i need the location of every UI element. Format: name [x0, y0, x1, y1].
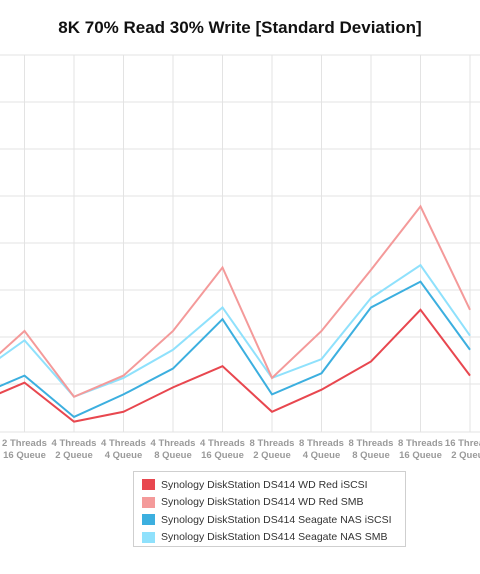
chart-title: 8K 70% Read 30% Write [Standard Deviatio… [58, 18, 422, 37]
legend-item: Synology DiskStation DS414 WD Red SMB [142, 494, 405, 512]
series-line-3 [0, 263, 471, 398]
x-tick-label: 4 Threads 16 Queue [200, 438, 245, 461]
x-tick-label: 2 Threads 16 Queue [2, 438, 47, 461]
x-tick-label: 8 Threads 2 Queue [250, 438, 295, 461]
x-tick-label: 4 Threads 8 Queue [151, 438, 196, 461]
legend-swatch [142, 496, 155, 508]
legend-swatch [142, 531, 155, 543]
series-line-2 [0, 280, 471, 419]
x-tick-label: 8 Threads 16 Queue [398, 438, 443, 461]
series-line-0 [0, 308, 471, 423]
x-tick-label: 4 Threads 4 Queue [101, 438, 146, 461]
series-lines [0, 204, 471, 423]
legend-swatch [142, 479, 155, 491]
legend-item: Synology DiskStation DS414 WD Red iSCSI [142, 476, 405, 494]
x-tick-label: 8 Threads 8 Queue [349, 438, 394, 461]
x-tick-label: 4 Threads 2 Queue [52, 438, 97, 461]
legend-label: Synology DiskStation DS414 Seagate NAS S… [161, 531, 388, 544]
series-line-1 [0, 204, 471, 398]
legend-label: Synology DiskStation DS414 Seagate NAS i… [161, 513, 392, 526]
legend-swatch [142, 514, 155, 526]
legend-item: Synology DiskStation DS414 Seagate NAS i… [142, 511, 405, 529]
grid [0, 54, 480, 433]
x-tick-label: 8 Threads 4 Queue [299, 438, 344, 461]
legend-item: Synology DiskStation DS414 Seagate NAS S… [142, 529, 405, 547]
legend-label: Synology DiskStation DS414 WD Red SMB [161, 496, 364, 509]
legend: Synology DiskStation DS414 WD Red iSCSI S… [133, 471, 406, 547]
legend-label: Synology DiskStation DS414 WD Red iSCSI [161, 478, 368, 491]
